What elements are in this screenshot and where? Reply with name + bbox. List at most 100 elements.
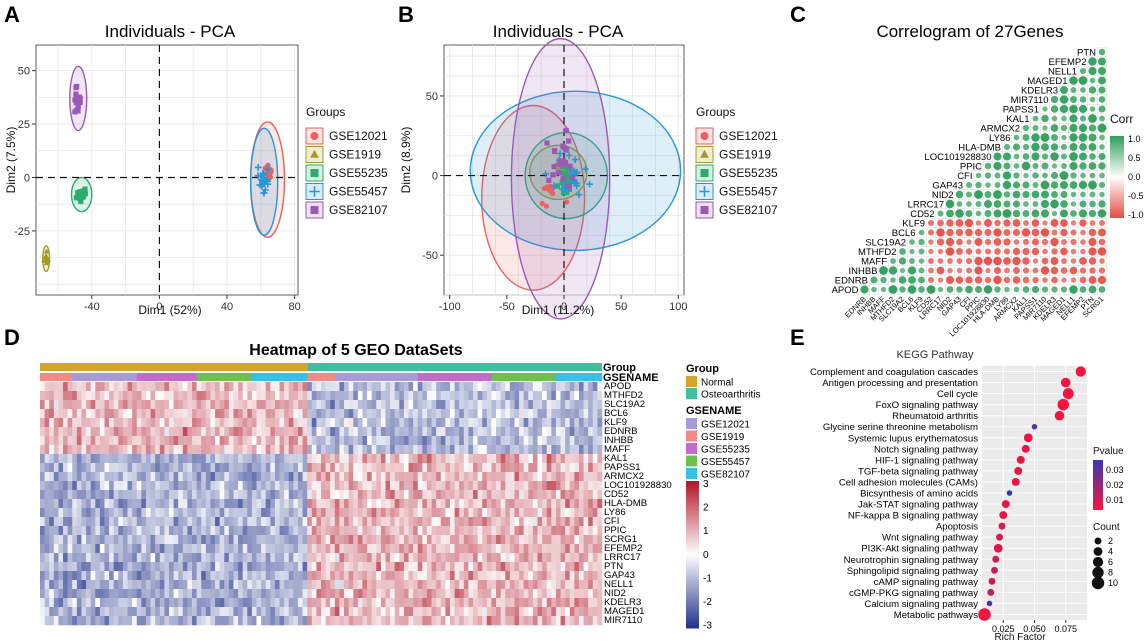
heat-cell: [293, 616, 299, 626]
heat-cell: [334, 427, 340, 437]
heat-cell: [265, 544, 271, 554]
heat-cell: [394, 445, 400, 455]
heat-cell: [380, 481, 386, 491]
heat-cell: [297, 481, 303, 491]
heat-cell: [371, 580, 377, 590]
heat-cell: [228, 409, 234, 419]
heat-cell: [127, 508, 133, 518]
corr-row-label: KDELR3: [1021, 86, 1058, 97]
heat-cell: [468, 553, 474, 563]
heat-cell: [81, 391, 87, 401]
heat-cell: [440, 544, 446, 554]
heat-cell: [95, 382, 101, 392]
heat-cell: [53, 463, 59, 473]
heat-cell: [367, 436, 372, 446]
heat-cell: [477, 463, 483, 473]
heat-cell: [325, 508, 331, 518]
heat-cell: [519, 589, 524, 599]
heat-cell: [542, 517, 548, 527]
corr-circle: [1003, 143, 1011, 151]
heat-cell: [519, 481, 524, 491]
corr-circle: [1042, 106, 1048, 112]
heat-cell: [454, 472, 460, 482]
heat-cell: [542, 571, 548, 581]
heat-cell: [150, 589, 156, 599]
heat-cell: [210, 454, 216, 464]
heat-cell: [413, 454, 419, 464]
heat-cell: [145, 481, 151, 491]
corr-circle: [1004, 267, 1010, 274]
heat-cell: [482, 481, 488, 491]
heat-cell: [81, 382, 87, 392]
heat-cell: [440, 526, 446, 536]
heat-cell: [81, 400, 87, 410]
heat-cell: [468, 409, 474, 419]
heat-cell: [330, 535, 336, 545]
heat-cell: [178, 409, 184, 419]
heat-cell: [468, 445, 474, 455]
heat-cell: [224, 472, 230, 482]
corr-circle: [984, 219, 992, 227]
heat-cell: [560, 589, 566, 599]
heat-cell: [578, 508, 584, 518]
heat-cell: [122, 607, 128, 617]
pathway-label: Rheumatoid arthritis: [892, 411, 978, 422]
heat-cell: [592, 607, 598, 617]
heat-cell: [519, 526, 524, 536]
heat-cell: [519, 616, 524, 626]
heat-cell: [532, 616, 538, 626]
heat-cell: [228, 598, 234, 608]
heat-cell: [496, 382, 501, 392]
heat-cell: [109, 508, 115, 518]
heat-cell: [321, 508, 326, 518]
heat-cell: [555, 589, 561, 599]
heat-cell: [505, 463, 511, 473]
heat-cell: [551, 445, 557, 455]
heat-cell: [440, 400, 446, 410]
heat-cell: [261, 589, 267, 599]
heat-cell: [546, 607, 552, 617]
legend-label-gse55457: GSE55457: [329, 185, 388, 199]
heat-cell: [334, 580, 340, 590]
heat-cell: [307, 562, 313, 572]
heat-cell: [440, 463, 446, 473]
heat-cell: [325, 463, 331, 473]
heat-cell: [279, 382, 285, 392]
heat-cell: [321, 598, 326, 608]
heat-cell: [104, 616, 110, 626]
heat-cell: [192, 382, 197, 392]
heat-cell: [505, 490, 511, 500]
heat-cell: [40, 553, 45, 563]
heat-cell: [265, 517, 271, 527]
heat-cell: [274, 616, 280, 626]
heat-cell: [339, 589, 345, 599]
heat-cell: [348, 553, 354, 563]
heat-cell: [205, 472, 211, 482]
heat-cell: [509, 580, 515, 590]
heat-cell: [238, 427, 243, 437]
heat-cell: [597, 481, 603, 491]
heat-cell: [219, 490, 225, 500]
x-tick-label: 0.025: [992, 624, 1015, 634]
heat-cell: [228, 391, 234, 401]
heat-cell: [302, 409, 308, 419]
heat-cell: [265, 598, 271, 608]
heat-cell: [182, 463, 188, 473]
heat-cell: [339, 508, 345, 518]
heat-cell: [228, 517, 234, 527]
corr-circle: [1059, 171, 1069, 180]
heat-cell: [90, 508, 96, 518]
scale-bar-segment: [686, 598, 699, 602]
heat-cell: [486, 544, 492, 554]
heat-cell: [76, 589, 82, 599]
heat-cell: [505, 382, 511, 392]
heat-cell: [58, 517, 64, 527]
heat-cell: [104, 454, 110, 464]
heat-cell: [164, 436, 170, 446]
heat-cell: [192, 535, 197, 545]
heat-cell: [560, 580, 566, 590]
heat-cell: [173, 589, 179, 599]
heat-cell: [81, 598, 87, 608]
heat-cell: [242, 472, 248, 482]
heat-cell: [168, 562, 174, 572]
